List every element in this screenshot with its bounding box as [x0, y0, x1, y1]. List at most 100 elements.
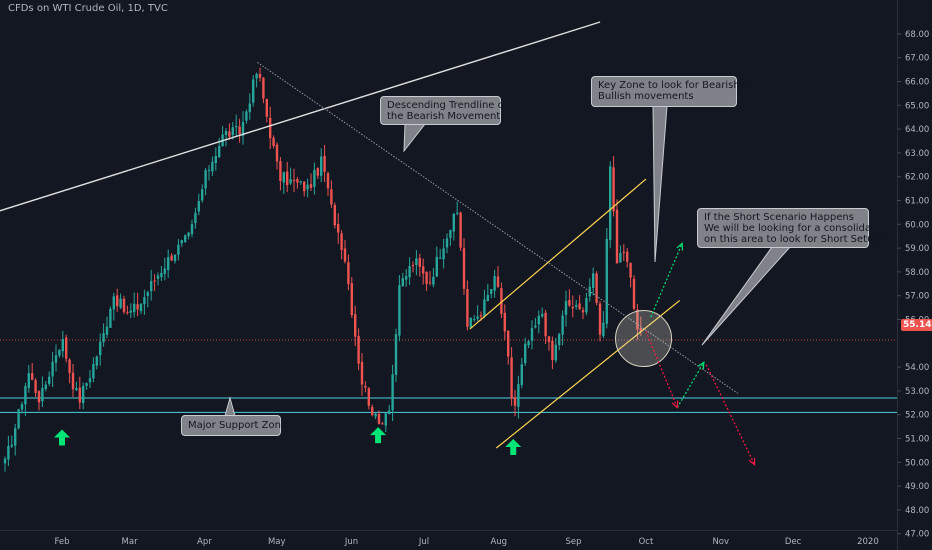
candle-body	[517, 384, 520, 407]
candle-body	[238, 126, 241, 135]
candle-body	[156, 275, 160, 279]
y-tick-label: 63.00	[905, 149, 929, 159]
candle-body	[44, 384, 47, 390]
candle-body	[513, 397, 517, 406]
candle-body	[194, 212, 197, 224]
candle-body	[496, 276, 500, 287]
candle-body	[422, 266, 425, 274]
y-tick-label: 62.00	[905, 173, 929, 183]
candle-body	[398, 285, 401, 336]
candle-body	[68, 359, 71, 374]
candle-body	[102, 333, 105, 343]
candle-body	[190, 224, 194, 235]
candle-body	[173, 254, 177, 262]
y-tick-label: 54.00	[905, 363, 929, 373]
candle-body	[235, 126, 238, 128]
candle-body	[367, 388, 370, 406]
candle-body	[384, 413, 387, 426]
current-price-tag: 55.14	[901, 319, 932, 331]
candle-body	[581, 310, 585, 313]
candle-body	[360, 361, 364, 385]
candle-body	[551, 340, 554, 360]
callout-descending-trendline: Descending Trendline of the Bearish Move…	[380, 96, 507, 125]
callout-text: on this area to look for Short Setups	[704, 234, 886, 245]
x-tick-label: Nov	[712, 537, 729, 547]
candle-body	[241, 122, 245, 136]
candle-body	[153, 280, 156, 282]
candle-body	[136, 304, 139, 310]
candle-body	[462, 248, 466, 289]
candle-body	[326, 173, 330, 189]
candle-body	[112, 296, 115, 310]
candle-body	[595, 273, 598, 303]
candle-body	[527, 341, 530, 346]
candle-body	[476, 316, 479, 319]
candle-body	[377, 413, 381, 424]
candle-body	[530, 328, 534, 341]
callout-short-scenario: If the Short Scenario Happens We will be…	[697, 208, 890, 248]
candle-body	[622, 251, 625, 253]
bullish-scenario-arrow	[650, 243, 683, 318]
candle-body	[486, 294, 489, 302]
candle-body	[564, 301, 568, 315]
candle-body	[636, 309, 639, 330]
candle-body	[364, 386, 367, 388]
candle-body	[129, 310, 132, 313]
candle-body	[27, 373, 30, 388]
candle-body	[541, 313, 544, 317]
y-tick-label: 58.00	[905, 268, 929, 278]
candle-body	[585, 298, 588, 313]
callout-text: Major Support Zone	[188, 420, 288, 431]
x-tick-label: Jun	[344, 537, 358, 547]
candle-body	[323, 155, 326, 173]
candle-body	[255, 73, 258, 79]
y-tick-label: 47.00	[905, 530, 929, 540]
candle-body	[99, 341, 102, 356]
candle-body	[309, 184, 313, 188]
candle-body	[479, 315, 483, 317]
candle-body	[490, 289, 493, 294]
callout-major-support: Major Support Zone	[181, 415, 288, 436]
bearish-scenario-arrow-head	[748, 457, 756, 466]
candle-body	[204, 170, 207, 189]
candle-body	[544, 312, 547, 337]
descending-trendline	[257, 62, 738, 394]
candle-body	[615, 209, 619, 264]
y-tick-label: 67.00	[905, 54, 929, 64]
candle-body	[316, 168, 319, 176]
candle-body	[197, 201, 200, 212]
candle-body	[17, 409, 20, 429]
x-tick-label: Apr	[197, 537, 212, 547]
candle-body	[177, 244, 180, 255]
candle-body	[75, 388, 78, 391]
candle-body	[218, 145, 221, 158]
bullish-scenario-arrow	[676, 362, 705, 408]
candle-body	[211, 161, 214, 172]
callout-text: Bullish movements	[598, 91, 694, 102]
candle-body	[598, 303, 602, 335]
candle-body	[428, 282, 432, 284]
x-tick-label: Mar	[122, 537, 139, 547]
candle-body	[405, 275, 408, 280]
candle-body	[401, 278, 404, 287]
candle-body	[170, 255, 173, 261]
candle-body	[415, 258, 418, 266]
candle-body	[126, 311, 129, 313]
bullish-scenario-arrow-head	[676, 242, 684, 251]
key-zone-circle	[615, 310, 673, 368]
candle-body	[7, 445, 10, 460]
y-tick-label: 57.00	[905, 292, 929, 302]
candle-body	[146, 292, 149, 297]
candle-body	[201, 189, 204, 201]
candle-body	[333, 204, 336, 226]
candle-body	[109, 308, 112, 328]
callout-pointer	[224, 396, 236, 417]
candle-body	[224, 131, 228, 136]
candle-body	[350, 283, 353, 316]
y-tick-label: 49.00	[905, 482, 929, 492]
candle-body	[167, 257, 170, 270]
candle-body	[592, 273, 595, 288]
candle-body	[269, 117, 272, 139]
x-tick-label: Aug	[490, 537, 507, 547]
